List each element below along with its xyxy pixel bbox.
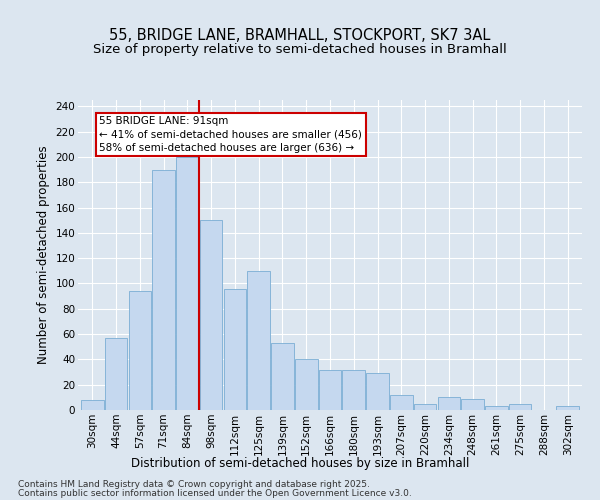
Text: Contains public sector information licensed under the Open Government Licence v3: Contains public sector information licen…: [18, 489, 412, 498]
Bar: [366, 374, 389, 410]
Bar: [437, 398, 460, 410]
Bar: [200, 220, 223, 410]
Bar: [319, 370, 341, 410]
Bar: [461, 398, 484, 410]
Bar: [224, 288, 246, 410]
Text: Distribution of semi-detached houses by size in Bramhall: Distribution of semi-detached houses by …: [131, 458, 469, 470]
Bar: [556, 406, 579, 410]
Text: Contains HM Land Registry data © Crown copyright and database right 2025.: Contains HM Land Registry data © Crown c…: [18, 480, 370, 489]
Bar: [128, 291, 151, 410]
Bar: [176, 157, 199, 410]
Bar: [509, 404, 532, 410]
Text: 55, BRIDGE LANE, BRAMHALL, STOCKPORT, SK7 3AL: 55, BRIDGE LANE, BRAMHALL, STOCKPORT, SK…: [109, 28, 491, 42]
Bar: [414, 404, 436, 410]
Bar: [295, 360, 317, 410]
Bar: [247, 271, 270, 410]
Y-axis label: Number of semi-detached properties: Number of semi-detached properties: [37, 146, 50, 364]
Bar: [485, 406, 508, 410]
Text: 55 BRIDGE LANE: 91sqm
← 41% of semi-detached houses are smaller (456)
58% of sem: 55 BRIDGE LANE: 91sqm ← 41% of semi-deta…: [100, 116, 362, 153]
Bar: [152, 170, 175, 410]
Bar: [271, 343, 294, 410]
Bar: [105, 338, 127, 410]
Bar: [390, 395, 413, 410]
Bar: [81, 400, 104, 410]
Bar: [343, 370, 365, 410]
Text: Size of property relative to semi-detached houses in Bramhall: Size of property relative to semi-detach…: [93, 42, 507, 56]
